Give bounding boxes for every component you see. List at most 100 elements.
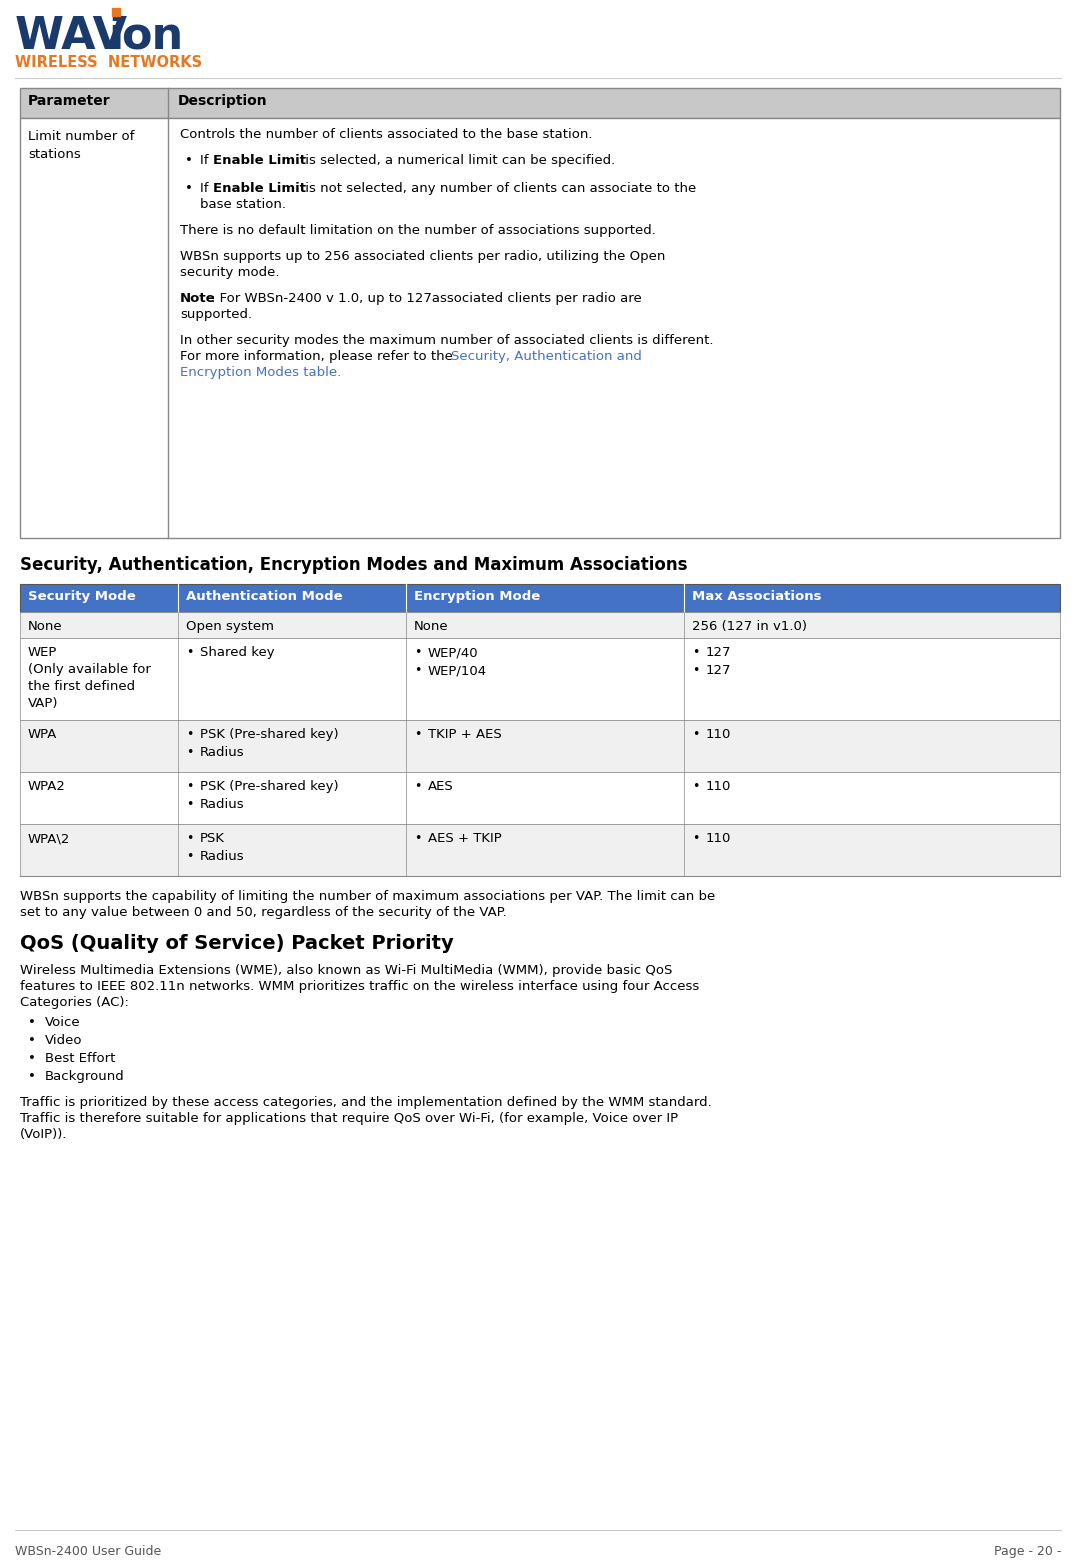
Text: If: If bbox=[200, 154, 213, 168]
Text: Open system: Open system bbox=[186, 621, 274, 633]
Text: WBSn-2400 User Guide: WBSn-2400 User Guide bbox=[15, 1545, 161, 1558]
Text: •: • bbox=[414, 646, 422, 660]
Text: WEP/40: WEP/40 bbox=[428, 646, 479, 660]
Text: security mode.: security mode. bbox=[180, 266, 280, 279]
Text: There is no default limitation on the number of associations supported.: There is no default limitation on the nu… bbox=[180, 224, 656, 237]
Bar bbox=[20, 638, 1060, 719]
Text: base station.: base station. bbox=[200, 197, 286, 212]
Text: None: None bbox=[414, 621, 449, 633]
Text: Description: Description bbox=[178, 94, 268, 108]
Text: •: • bbox=[186, 798, 194, 812]
Text: QoS (Quality of Service) Packet Priority: QoS (Quality of Service) Packet Priority bbox=[20, 934, 454, 953]
Text: on: on bbox=[121, 16, 183, 58]
Text: 256 (127 in v1.0): 256 (127 in v1.0) bbox=[692, 621, 807, 633]
Text: •: • bbox=[414, 664, 422, 677]
Text: WBSn supports up to 256 associated clients per radio, utilizing the Open: WBSn supports up to 256 associated clien… bbox=[180, 251, 665, 263]
Text: •: • bbox=[414, 832, 422, 845]
Text: Limit number of
stations: Limit number of stations bbox=[28, 130, 134, 161]
Text: Security Mode: Security Mode bbox=[28, 591, 136, 603]
Text: •: • bbox=[186, 646, 194, 660]
Text: WPA\2: WPA\2 bbox=[28, 832, 70, 845]
Text: WBSn supports the capability of limiting the number of maximum associations per : WBSn supports the capability of limiting… bbox=[20, 890, 716, 903]
Text: WEP/104: WEP/104 bbox=[428, 664, 487, 677]
Text: •: • bbox=[28, 1051, 36, 1066]
Text: Radius: Radius bbox=[200, 746, 244, 758]
Text: TKIP + AES: TKIP + AES bbox=[428, 729, 501, 741]
Text: Categories (AC):: Categories (AC): bbox=[20, 997, 129, 1009]
Text: •: • bbox=[692, 664, 699, 677]
Text: i: i bbox=[108, 16, 124, 58]
Text: •: • bbox=[414, 780, 422, 793]
Text: •: • bbox=[186, 849, 194, 863]
Text: Video: Video bbox=[45, 1034, 83, 1047]
Text: •: • bbox=[692, 729, 699, 741]
Text: None: None bbox=[28, 621, 62, 633]
Bar bbox=[20, 824, 1060, 876]
Text: Radius: Radius bbox=[200, 849, 244, 863]
Text: Shared key: Shared key bbox=[200, 646, 274, 660]
Text: WAV: WAV bbox=[15, 16, 128, 58]
Text: Encryption Modes table.: Encryption Modes table. bbox=[180, 367, 341, 379]
Text: Parameter: Parameter bbox=[28, 94, 111, 108]
Text: Voice: Voice bbox=[45, 1015, 81, 1030]
Text: WPA: WPA bbox=[28, 729, 57, 741]
Text: •: • bbox=[186, 832, 194, 845]
Bar bbox=[20, 118, 1060, 537]
Text: Enable Limit: Enable Limit bbox=[213, 182, 306, 194]
Text: AES: AES bbox=[428, 780, 454, 793]
Text: •: • bbox=[28, 1015, 36, 1030]
Text: •: • bbox=[28, 1034, 36, 1047]
Text: •: • bbox=[692, 780, 699, 793]
Text: Security, Authentication and: Security, Authentication and bbox=[451, 349, 642, 364]
Text: •: • bbox=[186, 746, 194, 758]
Text: Page - 20 -: Page - 20 - bbox=[993, 1545, 1061, 1558]
Text: •: • bbox=[28, 1070, 36, 1083]
Text: Best Effort: Best Effort bbox=[45, 1051, 115, 1066]
Text: WPA2: WPA2 bbox=[28, 780, 66, 793]
Text: Wireless Multimedia Extensions (WME), also known as Wi-Fi MultiMedia (WMM), prov: Wireless Multimedia Extensions (WME), al… bbox=[20, 964, 672, 976]
Text: Note: Note bbox=[180, 291, 215, 306]
Text: In other security modes the maximum number of associated clients is different.: In other security modes the maximum numb… bbox=[180, 334, 713, 346]
Text: PSK (Pre-shared key): PSK (Pre-shared key) bbox=[200, 729, 339, 741]
Text: WEP
(Only available for
the first defined
VAP): WEP (Only available for the first define… bbox=[28, 646, 151, 710]
Text: Traffic is therefore suitable for applications that require QoS over Wi-Fi, (for: Traffic is therefore suitable for applic… bbox=[20, 1113, 678, 1125]
Text: For more information, please refer to the: For more information, please refer to th… bbox=[180, 349, 457, 364]
Bar bbox=[20, 773, 1060, 824]
Bar bbox=[20, 719, 1060, 773]
Text: features to IEEE 802.11n networks. WMM prioritizes traffic on the wireless inter: features to IEEE 802.11n networks. WMM p… bbox=[20, 979, 699, 993]
Text: •: • bbox=[692, 832, 699, 845]
Text: PSK (Pre-shared key): PSK (Pre-shared key) bbox=[200, 780, 339, 793]
Text: Background: Background bbox=[45, 1070, 125, 1083]
Text: Enable Limit: Enable Limit bbox=[213, 154, 306, 168]
Text: •: • bbox=[185, 154, 193, 168]
Text: •: • bbox=[186, 729, 194, 741]
Text: is selected, a numerical limit can be specified.: is selected, a numerical limit can be sp… bbox=[301, 154, 615, 168]
Text: Security, Authentication, Encryption Modes and Maximum Associations: Security, Authentication, Encryption Mod… bbox=[20, 556, 688, 574]
Text: Max Associations: Max Associations bbox=[692, 591, 821, 603]
Text: WIRELESS  NETWORKS: WIRELESS NETWORKS bbox=[15, 55, 202, 71]
Text: 127: 127 bbox=[706, 646, 732, 660]
Text: Traffic is prioritized by these access categories, and the implementation define: Traffic is prioritized by these access c… bbox=[20, 1095, 711, 1109]
Text: 127: 127 bbox=[706, 664, 732, 677]
Text: Encryption Mode: Encryption Mode bbox=[414, 591, 540, 603]
Bar bbox=[20, 88, 1060, 118]
Text: Controls the number of clients associated to the base station.: Controls the number of clients associate… bbox=[180, 128, 593, 141]
Text: •: • bbox=[186, 780, 194, 793]
Text: set to any value between 0 and 50, regardless of the security of the VAP.: set to any value between 0 and 50, regar… bbox=[20, 906, 507, 918]
Text: Radius: Radius bbox=[200, 798, 244, 812]
Bar bbox=[20, 584, 1060, 613]
Text: If: If bbox=[200, 182, 213, 194]
Text: (VoIP)).: (VoIP)). bbox=[20, 1128, 68, 1141]
Text: Authentication Mode: Authentication Mode bbox=[186, 591, 342, 603]
Text: 110: 110 bbox=[706, 729, 732, 741]
Text: 110: 110 bbox=[706, 780, 732, 793]
Bar bbox=[20, 613, 1060, 638]
Text: is not selected, any number of clients can associate to the: is not selected, any number of clients c… bbox=[301, 182, 696, 194]
Text: 110: 110 bbox=[706, 832, 732, 845]
Text: : For WBSn-2400 v 1.0, up to 127associated clients per radio are: : For WBSn-2400 v 1.0, up to 127associat… bbox=[211, 291, 641, 306]
Text: supported.: supported. bbox=[180, 309, 252, 321]
Text: •: • bbox=[185, 182, 193, 194]
Text: AES + TKIP: AES + TKIP bbox=[428, 832, 501, 845]
Text: •: • bbox=[692, 646, 699, 660]
Text: •: • bbox=[414, 729, 422, 741]
